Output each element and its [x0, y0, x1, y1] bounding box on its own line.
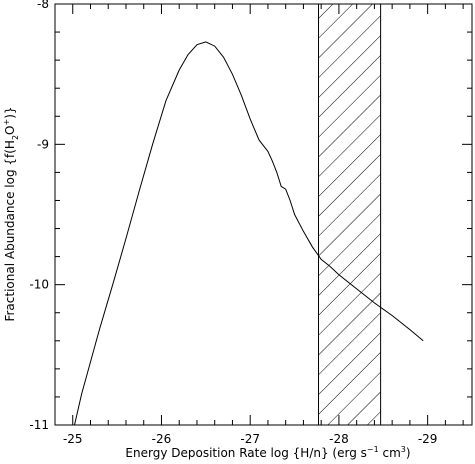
hatched-region: [318, 3, 382, 426]
y-axis-label: Fractional Abundance log {f(H2O+)}: [2, 106, 20, 321]
y-tick-label: -9: [37, 137, 49, 151]
x-tick-label: -26: [152, 432, 172, 446]
x-tick-label: -27: [240, 432, 260, 446]
y-tick-label: -8: [37, 0, 49, 11]
plot-frame: [54, 3, 473, 426]
x-tick-label: -25: [63, 432, 83, 446]
tick-labels: -25 -26 -27 -28 -29 -11 -10 -9 -8: [29, 0, 437, 446]
ticks: [55, 4, 472, 426]
x-tick-label: -29: [418, 432, 438, 446]
y-tick-label: -11: [29, 418, 49, 432]
x-axis-label: Energy Deposition Rate log {H/n} (erg s−…: [125, 445, 410, 460]
x-tick-label: -28: [329, 432, 349, 446]
abundance-curve: [74, 41, 424, 426]
y-tick-label: -10: [29, 278, 49, 292]
